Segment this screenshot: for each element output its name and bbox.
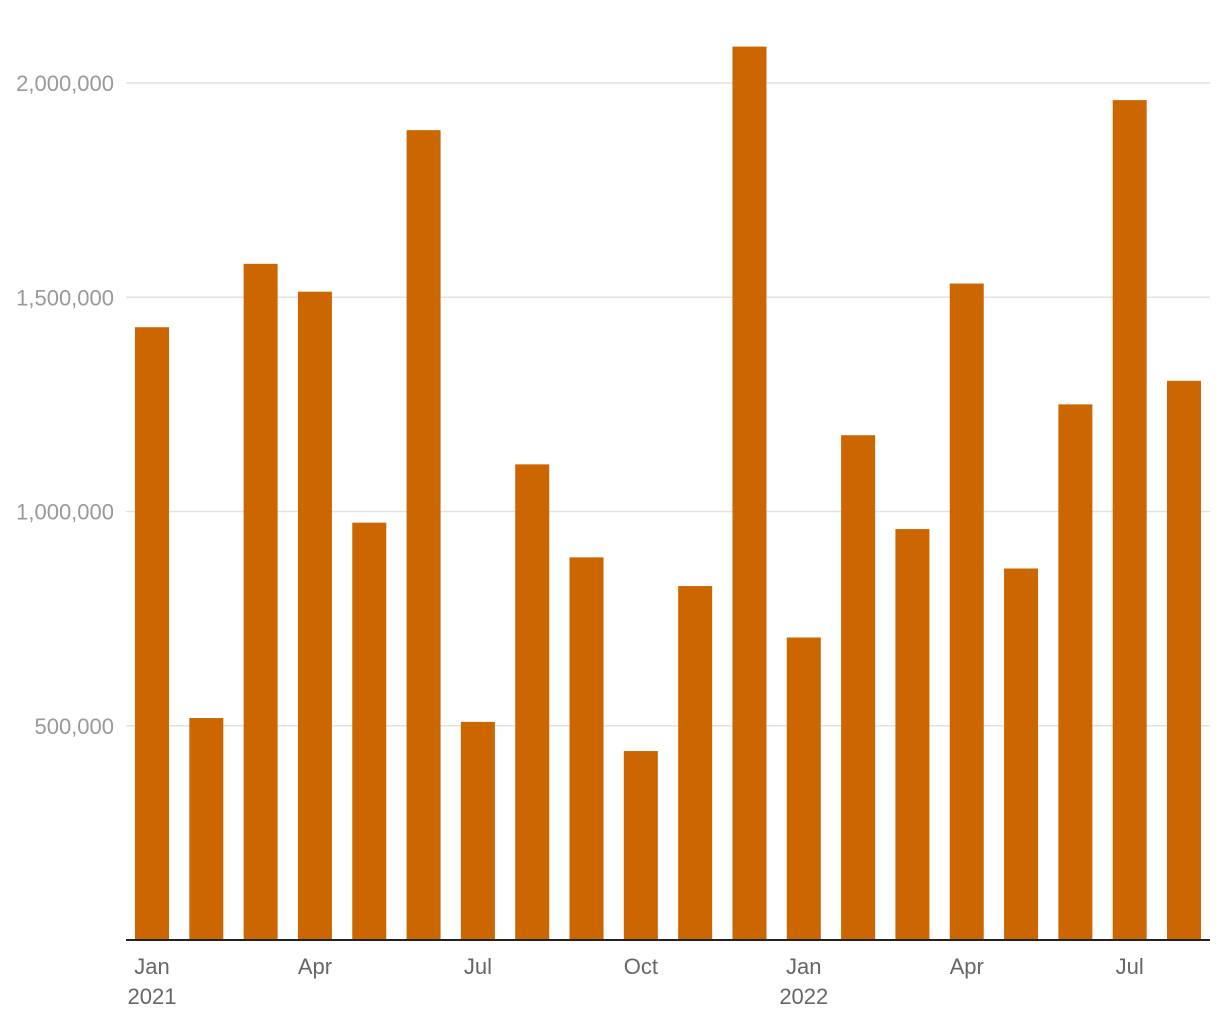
y-tick-label: 500,000 (34, 714, 114, 739)
bar-oct-2021 (623, 751, 658, 940)
x-tick-label: Apr (298, 954, 332, 979)
bar-jan-2022 (786, 637, 821, 940)
y-tick-label: 1,500,000 (16, 285, 114, 310)
x-tick-year-label: 2022 (779, 984, 828, 1009)
bar-dec-2021 (732, 46, 767, 940)
x-tick-label: Jan (134, 954, 169, 979)
bar-jun-2022 (1058, 404, 1093, 940)
bar-may-2022 (1004, 568, 1039, 940)
bar-mar-2022 (895, 529, 930, 940)
bar-apr-2022 (949, 283, 984, 941)
bar-jul-2021 (460, 721, 495, 940)
bar-jun-2021 (406, 130, 441, 940)
y-tick-label: 2,000,000 (16, 71, 114, 96)
x-tick-label: Apr (950, 954, 984, 979)
bar-jul-2022 (1112, 100, 1147, 940)
bar-sep-2021 (569, 557, 604, 940)
y-tick-label: 1,000,000 (16, 500, 114, 525)
bar-aug-2022 (1167, 380, 1201, 940)
x-tick-label: Jan (786, 954, 821, 979)
bar-feb-2022 (841, 435, 876, 940)
bar-apr-2021 (297, 291, 332, 940)
x-tick-label: Jul (464, 954, 492, 979)
bar-may-2021 (352, 522, 387, 940)
bar-feb-2021 (189, 718, 224, 940)
x-tick-year-label: 2021 (128, 984, 177, 1009)
y-tick-labels: 500,000 1,000,000 1,500,000 2,000,000 (16, 71, 114, 739)
gridlines (126, 82, 1210, 727)
bar-nov-2021 (678, 586, 713, 940)
bar-mar-2021 (243, 263, 278, 940)
x-tick-labels: Jan 2021 Apr Jul Oct Jan 2022 Apr Jul (128, 954, 1144, 1009)
x-tick-label: Oct (624, 954, 658, 979)
bars (135, 46, 1201, 941)
x-tick-label: Jul (1116, 954, 1144, 979)
bar-aug-2021 (515, 464, 550, 940)
bar-jan-2021 (135, 327, 169, 940)
